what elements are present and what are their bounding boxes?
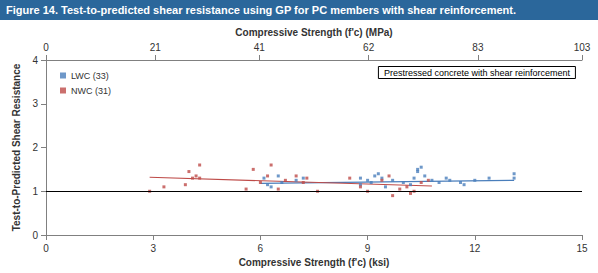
svg-text:62: 62 [363,42,375,53]
svg-text:2: 2 [32,142,38,153]
svg-text:83: 83 [472,42,484,53]
svg-text:12: 12 [469,243,481,254]
svg-text:0: 0 [43,243,49,254]
svg-text:0: 0 [32,230,38,241]
svg-text:15: 15 [576,243,588,254]
svg-text:Compressive Strength (f'c) (MP: Compressive Strength (f'c) (MPa) [235,27,392,38]
html-text:Figure 14. Test-to-predicted s: Figure 14. Test-to-predicted shear resis… [6,4,516,16]
svg-text:Compressive Strength (f'c) (ks: Compressive Strength (f'c) (ksi) [239,257,390,268]
svg-text:41: 41 [254,42,266,53]
svg-text:21: 21 [150,42,162,53]
svg-text:6: 6 [258,243,264,254]
svg-text:3: 3 [32,98,38,109]
svg-text:NWC (31): NWC (31) [71,86,111,96]
svg-text:1: 1 [32,186,38,197]
svg-text:4: 4 [32,55,38,66]
svg-text:3: 3 [150,243,156,254]
svg-text:LWC (33): LWC (33) [71,71,109,81]
svg-text:103: 103 [574,42,591,53]
svg-text:Test-to-Predicted Shear Resist: Test-to-Predicted Shear Resistance [11,63,22,231]
svg-text:0: 0 [43,42,49,53]
svg-text:9: 9 [365,243,371,254]
svg-text:Prestressed concrete with shea: Prestressed concrete with shear reinforc… [384,68,571,78]
